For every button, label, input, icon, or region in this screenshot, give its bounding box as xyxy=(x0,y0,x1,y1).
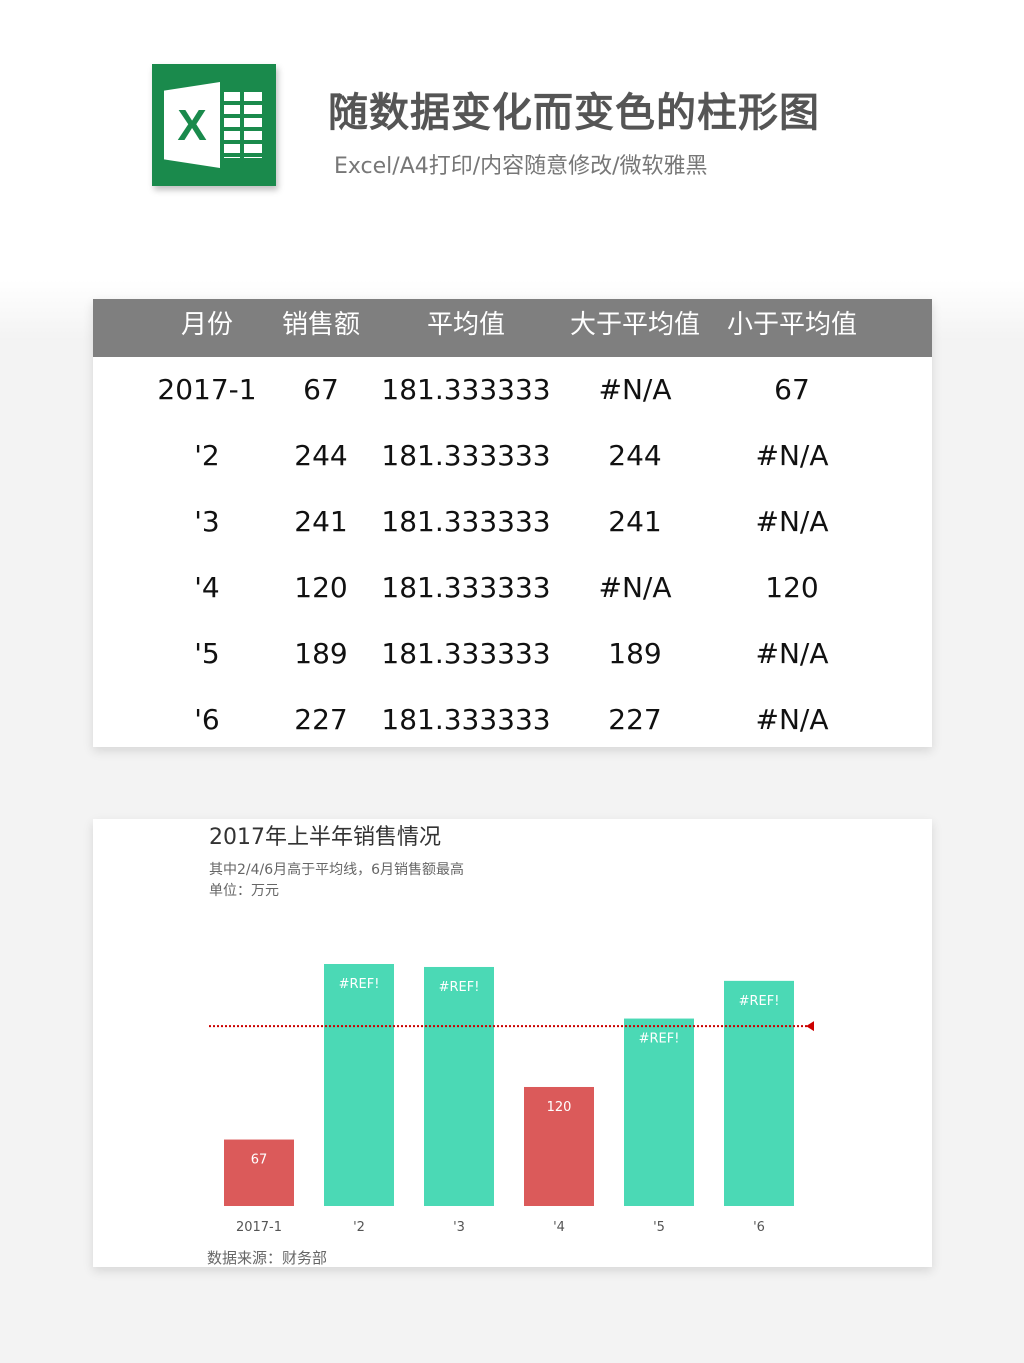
x-tick-label: '5 xyxy=(653,1220,665,1235)
table-cell: #N/A xyxy=(755,439,829,472)
bar-data-label: 120 xyxy=(547,1100,572,1115)
chart-card: 2017年上半年销售情况 其中2/4/6月高于平均线，6月销售额最高 单位：万元… xyxy=(93,819,932,1267)
table-cell: 181.333333 xyxy=(381,373,551,406)
bar-data-label: #REF! xyxy=(439,980,480,995)
bar-chart: 67 2017-1 #REF! '2 #REF! '3 120 '4 #REF! '5 #REF! '… xyxy=(209,964,814,1235)
table-row: '5 189 181.333333 189 #N/A xyxy=(93,621,932,687)
table-cell: 244 xyxy=(294,439,348,472)
table-cell: 241 xyxy=(608,505,662,538)
table-cell: 189 xyxy=(294,637,348,670)
chart-bar xyxy=(524,1086,594,1206)
table-cell: 181.333333 xyxy=(381,637,551,670)
table-cell: 181.333333 xyxy=(381,505,551,538)
bar-data-label: #REF! xyxy=(339,977,380,992)
table-cell: #N/A xyxy=(755,703,829,736)
table-cell: '5 xyxy=(194,637,220,670)
excel-logo-icon: X xyxy=(152,64,276,186)
table-cell: 181.333333 xyxy=(381,703,551,736)
table-cell: 241 xyxy=(294,505,348,538)
table-cell: 189 xyxy=(608,637,662,670)
column-header: 月份 xyxy=(180,310,233,340)
page-title: 随数据变化而变色的柱形图 xyxy=(328,90,820,136)
chart-bar xyxy=(324,964,394,1206)
table-cell: '4 xyxy=(194,571,220,604)
chart-bar xyxy=(424,966,494,1206)
x-tick-label: '6 xyxy=(753,1220,765,1235)
table-row: '3 241 181.333333 241 #N/A xyxy=(93,489,932,555)
table-cell: 2017-1 xyxy=(157,373,257,406)
table-cell: 67 xyxy=(774,373,810,406)
bar-data-label: 67 xyxy=(251,1153,268,1168)
table-cell: 67 xyxy=(303,373,339,406)
page-subtitle: Excel/A4打印/内容随意修改/微软雅黑 xyxy=(334,154,708,179)
table-row: '4 120 181.333333 #N/A 120 xyxy=(93,555,932,621)
chart-title: 2017年上半年销售情况 xyxy=(209,825,441,850)
column-header: 平均值 xyxy=(426,310,505,340)
table-body: 2017-1 67 181.333333 #N/A 67'2 244 181.333333 2… xyxy=(93,357,932,747)
chart-bar xyxy=(724,980,794,1206)
chart-bar xyxy=(224,1139,294,1206)
table-cell: '3 xyxy=(194,505,220,538)
table-cell: 227 xyxy=(608,703,662,736)
table-header: 月份 销售额 平均值 大于平均值 小于平均值 xyxy=(93,299,932,357)
table-cell: #N/A xyxy=(598,571,672,604)
table-cell: #N/A xyxy=(755,505,829,538)
table-cell: #N/A xyxy=(598,373,672,406)
chart-bar xyxy=(624,1018,694,1206)
table-cell: '2 xyxy=(194,439,220,472)
bar-data-label: #REF! xyxy=(639,1032,680,1047)
table-cell: 227 xyxy=(294,703,348,736)
table-row: 2017-1 67 181.333333 #N/A 67 xyxy=(93,357,932,423)
x-tick-label: '3 xyxy=(453,1220,465,1235)
column-header: 小于平均值 xyxy=(726,310,857,340)
bar-data-label: #REF! xyxy=(739,994,780,1009)
chart-source: 数据来源：财务部 xyxy=(207,1249,328,1267)
x-tick-label: '4 xyxy=(553,1220,565,1235)
x-tick-label: 2017-1 xyxy=(236,1220,282,1235)
table-cell: 181.333333 xyxy=(381,571,551,604)
table-cell: 120 xyxy=(765,571,819,604)
x-tick-label: '2 xyxy=(353,1220,365,1235)
column-header: 销售额 xyxy=(281,310,360,340)
logo-grid-icon xyxy=(224,92,262,158)
table-cell: 244 xyxy=(608,439,662,472)
table-cell: 181.333333 xyxy=(381,439,551,472)
column-header: 大于平均值 xyxy=(569,310,700,340)
table-cell: #N/A xyxy=(755,637,829,670)
logo-letter: X xyxy=(177,101,207,150)
table-row: '2 244 181.333333 244 #N/A xyxy=(93,423,932,489)
chart-note: 其中2/4/6月高于平均线，6月销售额最高 xyxy=(209,862,465,878)
table-cell: '6 xyxy=(194,703,220,736)
table-row: '6 227 181.333333 227 #N/A xyxy=(93,687,932,753)
logo-page-shape xyxy=(164,82,220,168)
sales-table: 月份 销售额 平均值 大于平均值 小于平均值 2017-1 67 181.333333 #N/… xyxy=(93,299,932,747)
chart-unit: 单位：万元 xyxy=(209,883,279,899)
table-cell: 120 xyxy=(294,571,348,604)
average-line-marker-icon xyxy=(806,1021,814,1032)
header: X 随数据变化而变色的柱形图 Excel/A4打印/内容随意修改/微软雅黑 xyxy=(0,0,1024,260)
